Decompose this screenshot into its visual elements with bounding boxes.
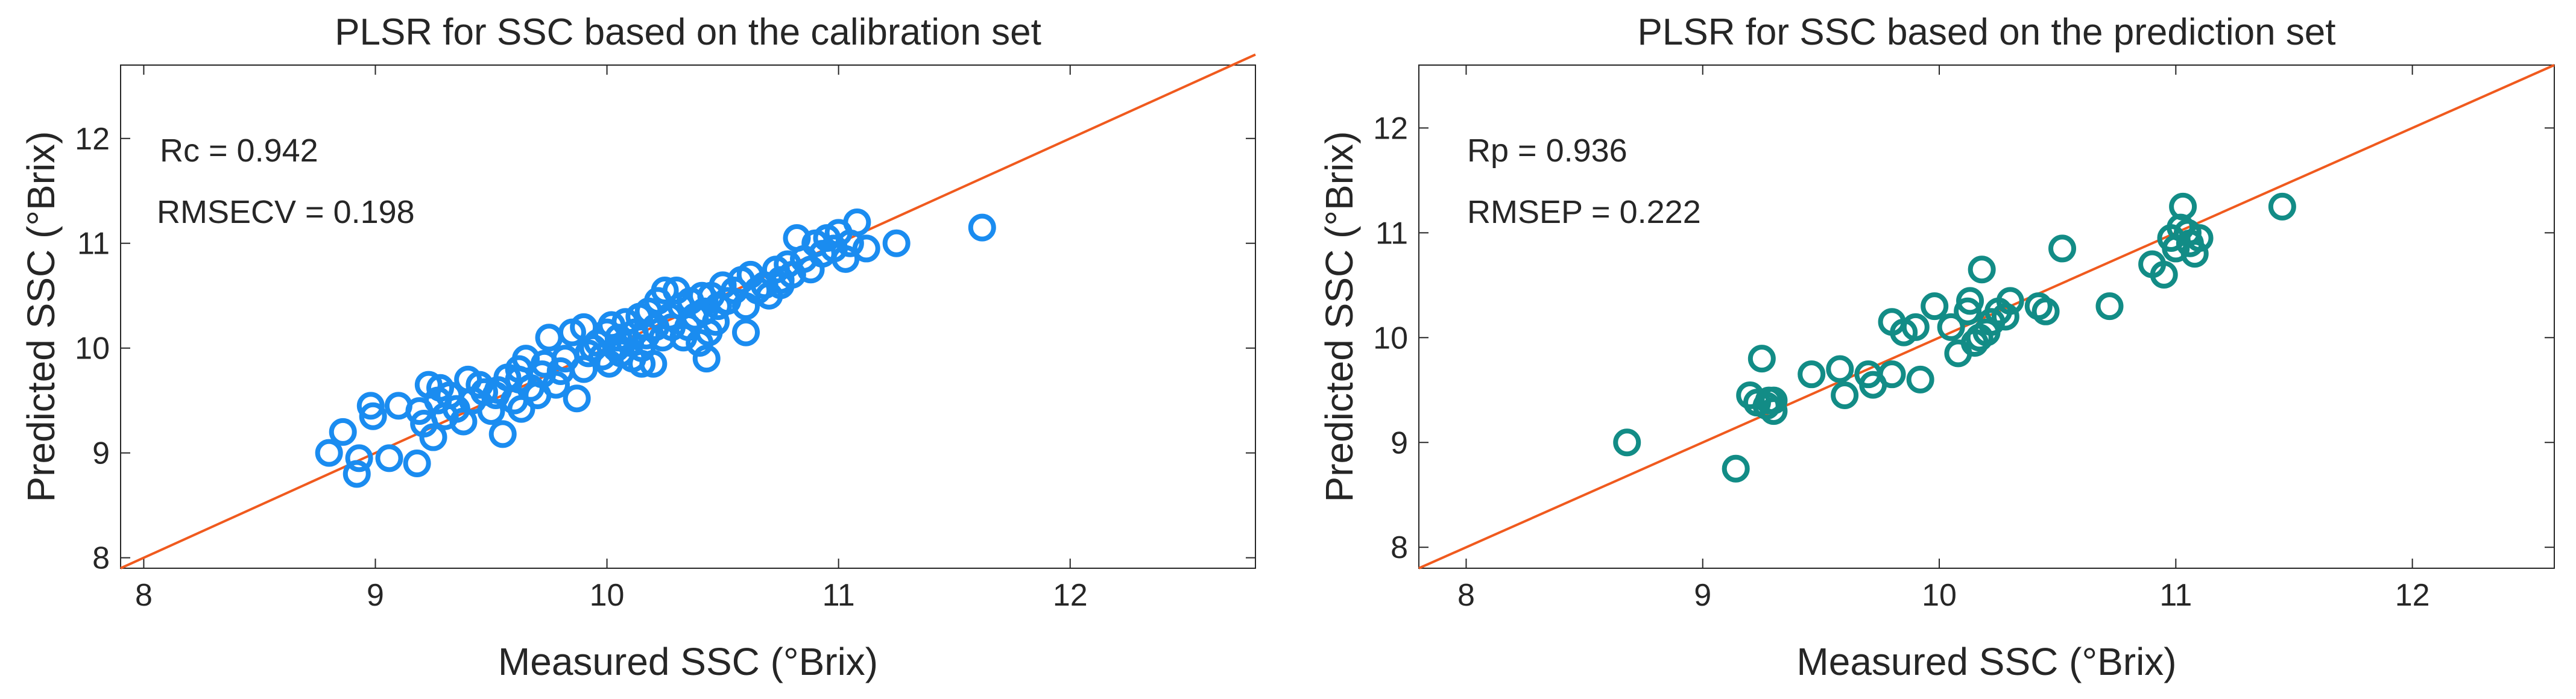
prediction-x-tick-label: 10: [1922, 578, 1957, 613]
calibration-data-point: [403, 450, 431, 478]
prediction-title: PLSR for SSC based on the prediction set: [1638, 11, 2336, 53]
prediction-data-point: [2150, 260, 2178, 289]
prediction-x-tick-label: 8: [1457, 578, 1475, 613]
prediction-data-point: [2185, 224, 2214, 252]
prediction-data-point: [1996, 287, 2024, 315]
prediction-data-point: [2268, 192, 2296, 221]
calibration-data-point: [852, 234, 880, 263]
calibration-data-point: [766, 271, 795, 299]
prediction-axes-box: [1418, 64, 2555, 569]
calibration-data-point: [542, 371, 570, 399]
prediction-y-tick-label: 8: [1391, 530, 1408, 565]
calibration-y-tick-label: 9: [92, 436, 110, 471]
prediction-data-point: [1921, 292, 1949, 321]
prediction-data-point: [1760, 397, 1788, 425]
calibration-x-tick-label: 11: [822, 578, 855, 613]
prediction-data-point: [1722, 454, 1750, 483]
calibration-data-point: [628, 350, 656, 378]
calibration-y-tick-label: 8: [92, 541, 110, 576]
calibration-data-point: [356, 392, 385, 420]
calibration-data-point: [343, 460, 371, 488]
calibration-y-axis-label: Predicted SSC (°Brix): [19, 131, 63, 503]
calibration-data-point: [968, 213, 996, 242]
calibration-ticks: 8 9 10 11 12 8 9 10 11 12: [75, 65, 1255, 613]
calibration-data-point: [832, 245, 860, 273]
prediction-data-point: [1798, 360, 1826, 389]
calibration-y-tick-label: 10: [75, 331, 110, 366]
calibration-y-tick-label: 12: [75, 122, 110, 157]
prediction-data-point: [1968, 255, 1996, 284]
calibration-data-point: [570, 313, 598, 341]
calibration-data-point: [535, 324, 563, 352]
prediction-data-point: [1956, 287, 1984, 315]
prediction-data-point: [2031, 297, 2060, 325]
prediction-data-point: [2169, 192, 2197, 221]
calibration-x-tick-label: 10: [590, 578, 625, 613]
prediction-x-tick-label: 12: [2395, 578, 2430, 613]
calibration-data-point: [419, 423, 447, 451]
calibration-data-point: [329, 418, 357, 446]
prediction-ticks: 8 9 10 11 12 8 9 10 11 12: [1373, 65, 2554, 613]
calibration-data-point: [639, 350, 668, 378]
calibration-data-point: [563, 384, 591, 413]
prediction-x-tick-label: 11: [2159, 578, 2192, 613]
prediction-y-tick-label: 10: [1373, 321, 1408, 356]
prediction-data-point: [2048, 234, 2077, 263]
calibration-chart: 8 9 10 11 12 8 9 10 11 12 PLSR for SSC based on t…: [19, 11, 1256, 683]
calibration-x-axis-label: Measured SSC (°Brix): [498, 640, 878, 683]
calibration-data-point: [651, 277, 679, 305]
calibration-data-point: [488, 420, 517, 448]
calibration-data-point: [732, 318, 760, 346]
prediction-x-axis-label: Measured SSC (°Brix): [1796, 640, 2176, 683]
prediction-data-point: [1831, 381, 1859, 409]
calibration-rmse-annotation: RMSECV = 0.198: [157, 194, 415, 230]
calibration-x-tick-label: 8: [135, 578, 153, 613]
prediction-points: [1613, 192, 2296, 483]
calibration-data-point: [375, 444, 403, 472]
prediction-y-tick-label: 9: [1391, 425, 1408, 460]
prediction-r-annotation: Rp = 0.936: [1467, 133, 1627, 169]
prediction-x-tick-label: 9: [1694, 578, 1711, 613]
prediction-data-point: [1901, 313, 1930, 341]
prediction-data-point: [1906, 365, 1934, 393]
calibration-data-point: [345, 444, 373, 472]
prediction-data-point: [1954, 297, 1982, 325]
calibration-data-point: [505, 365, 533, 393]
prediction-y-tick-label: 11: [1375, 216, 1408, 251]
prediction-data-point: [1991, 302, 2019, 331]
prediction-data-point: [2095, 292, 2124, 321]
calibration-data-point: [359, 402, 387, 430]
prediction-data-point: [1747, 345, 1776, 373]
calibration-data-point: [484, 376, 513, 404]
prediction-data-point: [1878, 360, 1906, 389]
calibration-y-tick-label: 11: [77, 227, 110, 262]
prediction-data-point: [1937, 313, 1965, 341]
prediction-chart: 8 9 10 11 12 8 9 10 11 12 PLSR for SSC based on t…: [1318, 11, 2555, 683]
calibration-axes-box: [120, 64, 1256, 569]
prediction-data-point: [2180, 240, 2209, 268]
prediction-data-point: [1613, 428, 1641, 457]
prediction-y-tick-label: 12: [1373, 111, 1408, 146]
prediction-y-axis-label: Predicted SSC (°Brix): [1318, 131, 1361, 503]
calibration-points: [315, 208, 996, 488]
calibration-data-point: [843, 208, 871, 236]
prediction-data-point: [1826, 355, 1854, 383]
calibration-data-point: [315, 439, 343, 467]
calibration-data-point: [692, 345, 721, 373]
prediction-data-point: [1760, 386, 1788, 415]
prediction-rmse-annotation: RMSEP = 0.222: [1467, 194, 1701, 230]
calibration-x-tick-label: 12: [1053, 578, 1088, 613]
calibration-data-point: [882, 229, 911, 257]
calibration-title: PLSR for SSC based on the calibration se…: [335, 11, 1041, 53]
calibration-data-point: [702, 308, 730, 336]
calibration-r-annotation: Rc = 0.942: [160, 133, 318, 169]
calibration-x-tick-label: 9: [367, 578, 384, 613]
